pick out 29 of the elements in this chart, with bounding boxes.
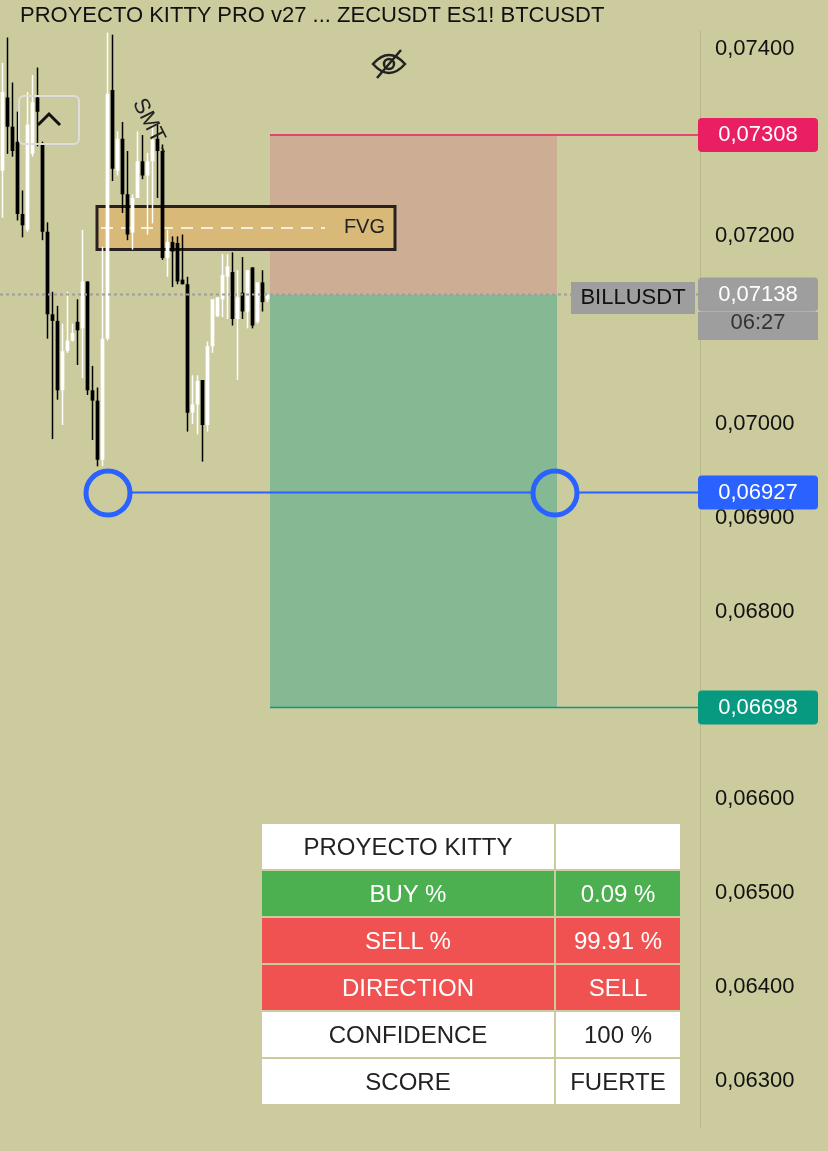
y-tick-label: 0,06500 — [715, 879, 795, 905]
category-label: CONFIDENCE — [261, 1011, 555, 1058]
ref-line-label: 0,07308 — [718, 121, 798, 147]
ref-line-label: 0,06927 — [718, 478, 798, 504]
text: FUERTE — [570, 1067, 666, 1095]
y-tick-label: 0,06800 — [715, 597, 795, 623]
text: 100 % — [583, 1020, 653, 1048]
y-tick-label: 0,06300 — [715, 1066, 795, 1092]
category-label: DIRECTION — [261, 964, 555, 1011]
annotation: BILLUSDT — [580, 284, 686, 310]
category-label: SELL % — [261, 917, 555, 964]
ref-line-label: 0,06698 — [718, 693, 798, 719]
text: 06:27 — [730, 309, 786, 335]
y-tick-label: 0,07400 — [715, 34, 795, 60]
text: 0.09 % — [580, 879, 656, 907]
y-tick-label: 0,07200 — [715, 222, 795, 248]
chart-title: PROYECTO KITTY PRO v27 ... ZECUSDT ES1! BTCUSDT — [20, 2, 605, 28]
y-tick-label: 0,06900 — [715, 503, 795, 529]
y-tick-label: 0,06600 — [715, 785, 795, 811]
category-label: SCORE — [261, 1058, 555, 1105]
band-label: FVG — [343, 215, 385, 238]
text: SELL — [588, 973, 648, 1001]
text: 99.91 % — [573, 926, 663, 954]
category-label: BUY % — [261, 870, 555, 917]
y-tick-label: 0,07000 — [715, 410, 795, 436]
text: PROYECTO KITTY — [261, 823, 555, 870]
annotation: SMT - — [128, 93, 178, 158]
ref-line-label: 0,07138 — [718, 280, 798, 306]
y-tick-label: 0,06400 — [715, 973, 795, 999]
